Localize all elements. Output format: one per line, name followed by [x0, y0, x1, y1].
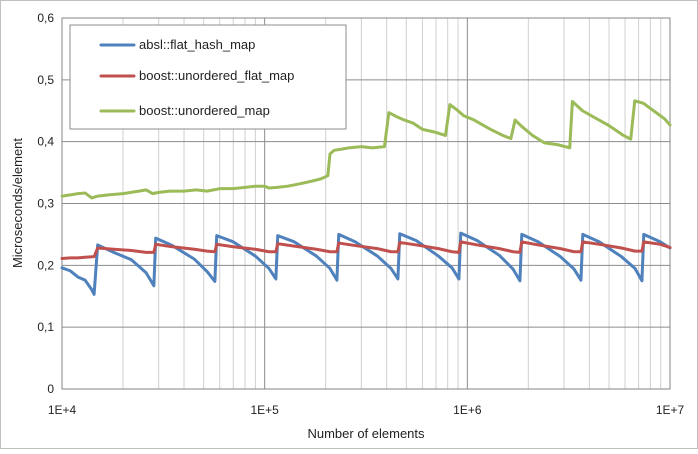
x-tick-label: 1E+5 — [250, 403, 279, 417]
y-tick-label: 0,2 — [37, 258, 54, 272]
y-tick-label: 0,1 — [37, 320, 54, 334]
y-axis-title: Microseconds/element — [10, 138, 25, 268]
x-axis-title: Number of elements — [307, 426, 425, 441]
legend-label: absl::flat_hash_map — [139, 37, 255, 52]
series-line — [60, 240, 672, 261]
legend-label: boost::unordered_map — [139, 103, 270, 118]
series-lines — [60, 99, 672, 296]
legend: absl::flat_hash_mapboost::unordered_flat… — [69, 24, 347, 130]
y-tick-label: 0,3 — [37, 197, 54, 211]
series-line — [60, 231, 672, 296]
series-line — [60, 99, 672, 200]
y-tick-label: 0,4 — [37, 135, 54, 149]
x-tick-label: 1E+4 — [48, 403, 77, 417]
legend-label: boost::unordered_flat_map — [139, 68, 294, 83]
y-tick-label: 0,5 — [37, 73, 54, 87]
y-tick-label: 0 — [47, 382, 54, 396]
x-tick-label: 1E+6 — [453, 403, 482, 417]
x-axis-ticks: 1E+4 1E+5 1E+6 1E+7 — [48, 403, 685, 417]
y-axis-ticks: 0 0,1 0,2 0,3 0,4 0,5 0,6 — [37, 11, 54, 396]
x-tick-label: 1E+7 — [656, 403, 685, 417]
y-tick-label: 0,6 — [37, 11, 54, 25]
legend-items: absl::flat_hash_mapboost::unordered_flat… — [99, 37, 294, 118]
plot-area-border — [61, 17, 671, 390]
